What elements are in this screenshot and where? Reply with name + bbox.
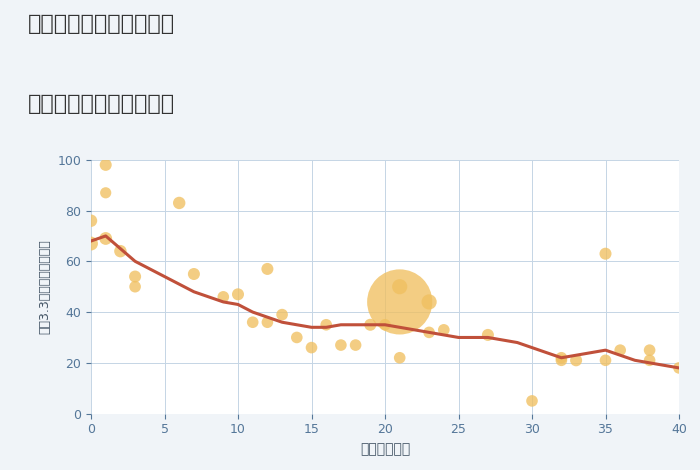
Point	[394, 298, 405, 306]
Point	[321, 321, 332, 329]
Point	[232, 290, 244, 298]
Point	[115, 247, 126, 255]
Point	[644, 346, 655, 354]
Point	[247, 319, 258, 326]
Point	[262, 319, 273, 326]
Point	[85, 217, 97, 225]
Point	[394, 283, 405, 290]
Point	[394, 354, 405, 361]
Point	[276, 311, 288, 318]
Point	[100, 235, 111, 242]
Point	[262, 265, 273, 273]
Point	[100, 161, 111, 169]
Point	[85, 240, 97, 247]
Point	[600, 357, 611, 364]
Point	[174, 199, 185, 207]
Text: 築年数別中古戸建て価格: 築年数別中古戸建て価格	[28, 94, 175, 114]
Point	[644, 357, 655, 364]
Point	[424, 329, 435, 336]
Point	[556, 357, 567, 364]
Point	[673, 364, 685, 372]
Point	[188, 270, 199, 278]
Point	[306, 344, 317, 352]
Point	[130, 273, 141, 280]
Point	[379, 321, 391, 329]
Point	[424, 298, 435, 306]
Point	[570, 357, 582, 364]
Point	[130, 283, 141, 290]
Text: 岐阜県多治見市末広町の: 岐阜県多治見市末広町の	[28, 14, 175, 34]
Point	[526, 397, 538, 405]
X-axis label: 築年数（年）: 築年数（年）	[360, 442, 410, 456]
Point	[482, 331, 493, 339]
Point	[100, 189, 111, 196]
Point	[556, 354, 567, 361]
Point	[365, 321, 376, 329]
Point	[615, 346, 626, 354]
Point	[600, 250, 611, 258]
Point	[335, 341, 346, 349]
Point	[350, 341, 361, 349]
Point	[218, 293, 229, 301]
Point	[291, 334, 302, 341]
Point	[438, 326, 449, 334]
Y-axis label: 坪（3.3㎡）単価（万円）: 坪（3.3㎡）単価（万円）	[38, 239, 52, 334]
